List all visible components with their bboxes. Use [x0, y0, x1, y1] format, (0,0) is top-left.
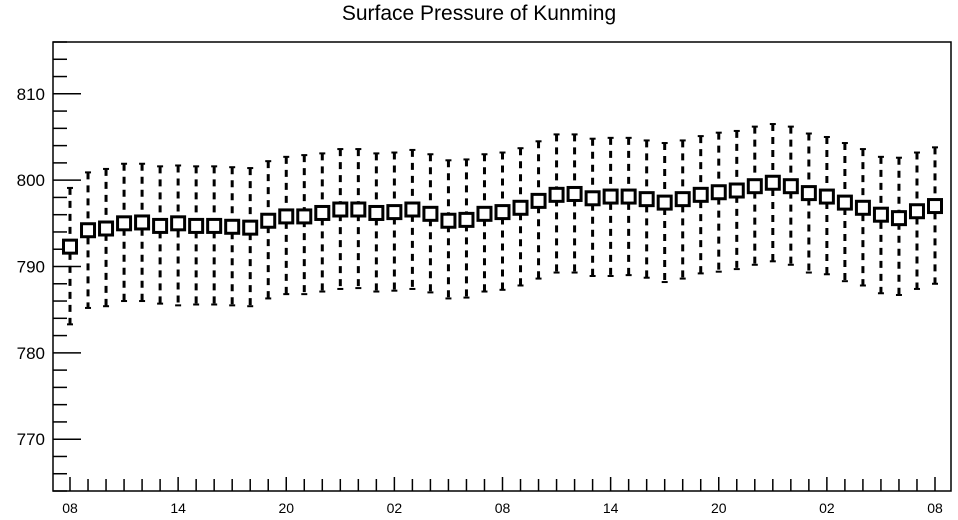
data-point [512, 199, 529, 216]
y-tick-label: 810 [17, 85, 45, 104]
data-point [620, 188, 637, 205]
data-point [728, 182, 745, 199]
data-point [927, 198, 943, 215]
data-point [458, 211, 475, 228]
data-point [656, 194, 673, 211]
y-axis: 770 780 790 800 810 [17, 41, 81, 492]
data-point [584, 190, 601, 207]
data-point [116, 215, 133, 232]
chart-title: Surface Pressure of Kunming [341, 2, 617, 25]
x-tick-label: 08 [495, 500, 511, 516]
data-point [440, 212, 457, 229]
data-point [80, 222, 97, 239]
data-point [548, 186, 565, 203]
data-point [854, 199, 871, 216]
data-point [530, 192, 547, 209]
data-point [62, 238, 78, 255]
data-point [170, 215, 187, 232]
y-tick-label: 780 [17, 344, 45, 363]
data-point [908, 203, 925, 220]
x-tick-label: 02 [387, 500, 403, 516]
x-axis: 08 14 20 02 08 14 20 02 08 [62, 477, 943, 516]
y-tick-label: 770 [17, 430, 45, 449]
data-point [746, 178, 763, 195]
plot-frame [52, 41, 952, 492]
data-point [710, 184, 727, 201]
x-tick-label: 08 [927, 500, 943, 516]
data-point [836, 194, 853, 211]
data-point [134, 214, 151, 231]
x-tick-label: 14 [603, 500, 619, 516]
data-point [602, 188, 619, 205]
x-tick-label: 02 [819, 500, 835, 516]
data-point [368, 204, 385, 221]
data-point [890, 210, 907, 227]
data-point [764, 174, 781, 191]
data-point [800, 185, 817, 202]
x-tick-label: 08 [62, 500, 78, 516]
x-tick-label: 20 [711, 500, 727, 516]
data-point [332, 201, 349, 218]
data-point [386, 204, 403, 221]
data-point [314, 204, 331, 221]
data-point [566, 185, 583, 202]
data-point [224, 218, 241, 235]
data-point [242, 219, 259, 236]
data-markers [62, 174, 943, 255]
data-point [476, 205, 493, 222]
data-point [692, 186, 709, 203]
data-point [206, 217, 223, 234]
data-point [872, 206, 889, 223]
error-bars [67, 123, 938, 326]
data-point [404, 201, 421, 218]
data-point [782, 178, 799, 195]
data-point [638, 191, 655, 208]
data-point [422, 205, 439, 222]
y-tick-label: 790 [17, 258, 45, 277]
data-point [260, 212, 277, 229]
x-tick-label: 20 [278, 500, 294, 516]
data-point [350, 201, 367, 218]
data-point [98, 220, 115, 237]
y-tick-label: 800 [17, 171, 45, 190]
data-point [278, 208, 295, 225]
data-point [188, 217, 205, 234]
data-point [296, 208, 313, 225]
data-point [674, 191, 691, 208]
data-point [818, 188, 835, 205]
data-point [494, 204, 511, 221]
data-point [152, 217, 169, 234]
x-tick-label: 14 [170, 500, 186, 516]
